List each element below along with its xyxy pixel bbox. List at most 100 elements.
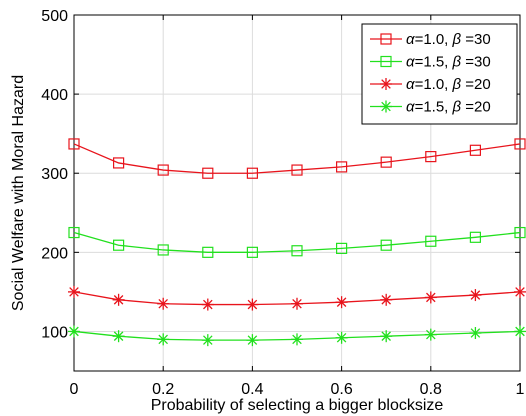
legend-marker [380,33,392,45]
data-point [68,226,80,239]
data-point [469,289,482,302]
marker-stroke [381,331,391,341]
marker-stroke [158,334,168,345]
data-point [424,328,437,341]
marker-stroke [113,295,124,305]
legend-beta-symbol: β [452,99,462,116]
data-point [246,167,258,179]
data-point [157,333,170,346]
data-point [291,245,303,257]
data-point [68,138,80,150]
series-layer [68,138,526,347]
data-point [246,334,259,347]
legend-beta-value: =30 [461,54,491,71]
legend-item: α=1.5, β =20 [370,99,491,116]
data-point [112,293,125,306]
legend-beta-symbol: β [452,31,462,48]
data-point [291,333,303,346]
data-point [112,330,125,343]
legend-alpha-symbol: α [406,54,415,71]
marker-stroke [247,299,258,310]
legend-beta-symbol: β [452,76,462,93]
data-point [246,246,258,258]
y-tick-label: 400 [41,87,68,104]
marker-stroke [515,326,525,337]
data-point [202,246,214,258]
marker-stroke [426,292,436,303]
legend-alpha-value: =1.5, [415,54,453,71]
data-point [201,298,214,311]
y-axis-label: Social Welfare with Moral Hazard [10,75,27,311]
legend-alpha-value: =1.5, [415,99,453,116]
marker-stroke [158,298,168,309]
data-point [112,239,125,251]
marker-stroke [292,334,302,345]
legend: α=1.0, β =30α=1.5, β =30α=1.0, β =20α=1.… [361,23,518,125]
data-point [291,164,303,176]
tick-labels: 0 0.2 0.4 0.6 0.8 1 100 200 300 400 500 [41,8,524,398]
legend-beta-value: =30 [461,31,491,48]
marker-stroke [203,299,213,310]
data-point [336,161,348,173]
marker-stroke [69,287,79,297]
plot-frame [73,14,521,372]
data-point [291,297,303,310]
data-point [335,296,348,309]
y-tick-label: 200 [41,245,68,262]
data-point [157,297,170,310]
data-point [201,334,214,347]
legend-box [361,23,518,125]
data-point [469,144,481,156]
data-point [246,298,259,311]
series-1 [68,138,526,179]
series-line [73,231,521,253]
marker-stroke [381,79,391,89]
data-point [424,291,437,304]
marker-stroke [336,297,347,307]
legend-alpha-symbol: α [406,99,415,116]
marker-stroke [203,335,213,345]
data-point [68,325,80,338]
data-point [380,239,392,251]
legend-item: α=1.0, β =20 [370,76,491,93]
data-point [202,167,214,179]
data-point [425,235,437,247]
legend-item: α=1.5, β =30 [370,54,491,71]
legend-alpha-symbol: α [406,31,415,48]
data-point [514,138,526,150]
legend-marker [380,100,392,113]
marker-stroke [381,295,391,305]
x-axis-label: Probability of selecting a bigger blocks… [151,397,444,414]
data-point [380,293,393,306]
x-tick-label: 0.2 [152,381,174,398]
legend-beta-value: =20 [461,76,491,93]
legend-beta-symbol: β [452,54,462,71]
x-tick-label: 0 [70,381,79,398]
legend-alpha-symbol: α [406,76,415,93]
data-point [68,285,80,298]
marker-stroke [292,298,302,309]
series-3 [68,285,526,311]
data-point [514,285,526,298]
marker-stroke [336,332,347,343]
data-point [157,164,169,176]
x-tick-label: 0.8 [420,381,442,398]
series-line [73,143,521,174]
data-point [157,244,169,256]
legend-item: α=1.0, β =30 [370,31,491,48]
x-tick-label: 0.6 [330,381,352,398]
data-point [469,327,482,340]
x-tick-label: 1 [516,381,525,398]
legend-label: α=1.5, β =20 [406,99,491,116]
marker-stroke [470,290,481,300]
series-2 [68,226,526,258]
marker-stroke [69,326,79,337]
y-tick-label: 100 [41,324,68,341]
y-tick-label: 500 [41,8,68,25]
data-point [380,330,393,343]
data-point [514,325,526,338]
marker-stroke [247,335,258,345]
data-point [514,226,526,239]
legend-label: α=1.0, β =20 [406,76,491,93]
